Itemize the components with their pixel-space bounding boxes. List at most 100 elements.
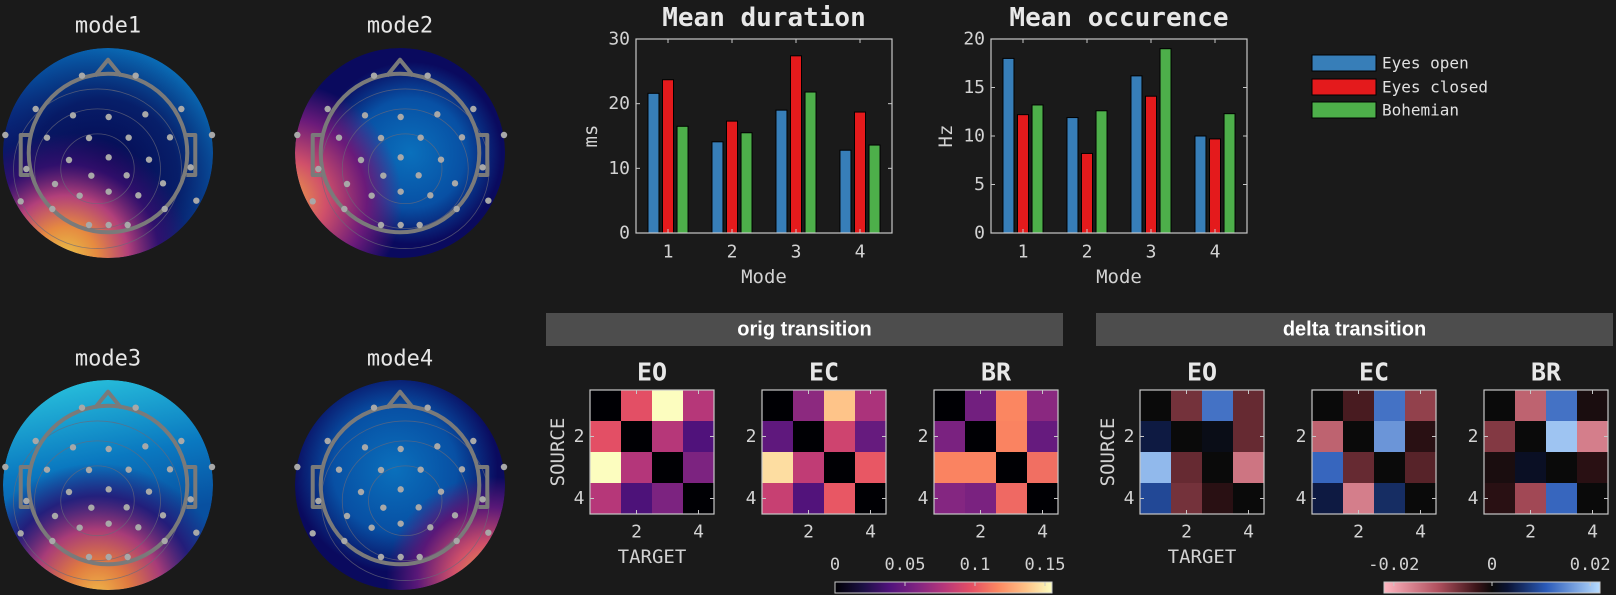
- nose-icon: [385, 57, 415, 77]
- electrode: [485, 529, 492, 536]
- electrode: [88, 504, 95, 511]
- heatmap-cell: [965, 421, 997, 453]
- electrode: [2, 463, 9, 471]
- y-tick-label: 20: [608, 93, 630, 114]
- x-tick-label: 2: [1181, 522, 1192, 543]
- electrode: [397, 486, 404, 493]
- heatmap-orig-ec: EC 2 4 2 4: [746, 358, 887, 543]
- x-tick-label: 4: [1415, 522, 1426, 543]
- y-tick-label: 10: [608, 158, 630, 179]
- heatmap-cell: [1484, 452, 1516, 484]
- bar-chart-2: Mean occurence 0 5 10 15 20 1 2 3 4 Mode Hz: [935, 3, 1248, 288]
- x-axis-label: TARGET: [1168, 546, 1237, 568]
- electrode: [458, 466, 466, 473]
- contour-line: [368, 465, 443, 537]
- heatmap-cell: [1233, 483, 1265, 515]
- x-tick-label: 2: [727, 242, 738, 263]
- heatmap-title: EC: [809, 358, 839, 387]
- electrode: [142, 111, 149, 118]
- electrode: [397, 221, 404, 229]
- bar-bohemian: [1223, 113, 1236, 234]
- axes-box: [1483, 389, 1609, 515]
- electrode: [324, 437, 331, 445]
- electrode: [78, 72, 86, 79]
- electrode: [161, 205, 168, 213]
- electrode: [159, 180, 167, 187]
- colorbar-tick-label: 0: [830, 555, 840, 575]
- electrode: [416, 553, 423, 561]
- heatmap-cell: [996, 390, 1028, 422]
- heatmap-cell: [1171, 421, 1203, 453]
- electrode: [380, 504, 387, 511]
- heatmap-title: EO: [1187, 358, 1217, 387]
- x-tick-label: 4: [855, 242, 866, 263]
- legend-swatch: [1311, 54, 1377, 72]
- nose-icon: [93, 57, 123, 77]
- heatmap-cell: [652, 452, 684, 484]
- electrode: [85, 134, 93, 142]
- x-axis-label: Mode: [741, 266, 787, 288]
- heatmap-cell: [934, 452, 966, 484]
- electrode: [178, 105, 185, 113]
- heatmap-delta-eo: EO 2 4 2 4 TARGET SOURCE: [1097, 358, 1265, 568]
- contour-line: [60, 133, 135, 205]
- bar-bohemian: [804, 91, 817, 234]
- electrode: [187, 164, 194, 171]
- electrode: [65, 488, 73, 496]
- electrode: [125, 134, 132, 141]
- heatmap-cell: [1546, 390, 1578, 422]
- electrode: [397, 188, 404, 195]
- y-tick-label: 5: [974, 174, 985, 195]
- legend-swatch: [1311, 101, 1377, 119]
- x-tick-label: 3: [1146, 242, 1157, 263]
- bar-eyes-open: [1002, 57, 1015, 234]
- topomap-field: [295, 380, 505, 590]
- head-outline: [318, 403, 482, 567]
- y-tick-label: 10: [963, 126, 985, 147]
- heatmap-cell: [1515, 421, 1547, 453]
- heatmap-cell: [1140, 421, 1172, 453]
- electrode: [324, 105, 331, 113]
- heatmap-cell: [1577, 421, 1609, 453]
- y-axis-label: SOURCE: [547, 418, 569, 487]
- topomap-mode1: mode1: [2, 14, 216, 258]
- electrode: [49, 537, 56, 545]
- x-tick-label: 2: [975, 522, 986, 543]
- electrode: [341, 537, 348, 545]
- axes-box: [635, 38, 893, 234]
- electrode: [76, 192, 83, 199]
- electrode: [397, 113, 404, 121]
- heatmap-cell: [1374, 390, 1406, 422]
- electrode: [193, 197, 200, 204]
- heatmap-title: BR: [981, 358, 1012, 387]
- colorbar-tick-label: 0.1: [960, 555, 991, 575]
- heatmap-cell: [1343, 421, 1375, 453]
- electrode: [397, 520, 404, 527]
- chart-title: Mean duration: [662, 3, 866, 33]
- electrode: [357, 488, 365, 496]
- electrode: [49, 205, 56, 213]
- electrode: [208, 463, 216, 471]
- electrode: [105, 553, 112, 561]
- heatmap-delta-ec: EC 2 4 2 4: [1296, 358, 1437, 543]
- bar-eyes-open: [839, 149, 852, 234]
- heatmap-cell: [683, 421, 715, 453]
- heatmap-cell: [824, 452, 856, 484]
- y-axis-label: SOURCE: [1097, 418, 1119, 487]
- bar-eyes-closed: [790, 55, 802, 234]
- heatmap-cell: [1374, 483, 1406, 515]
- x-tick-label: 2: [1525, 522, 1536, 543]
- heatmap-cell: [824, 421, 856, 453]
- bar-eyes-closed: [1081, 152, 1093, 234]
- electrode: [397, 553, 404, 561]
- heatmap-cell: [1546, 452, 1578, 484]
- heatmap-cell: [793, 421, 825, 453]
- heatmap-cell: [621, 483, 653, 515]
- heatmap-cell: [762, 452, 794, 484]
- y-tick-label: 2: [1124, 426, 1135, 447]
- axes-box: [933, 389, 1059, 515]
- electrode: [368, 524, 375, 531]
- contour-line: [13, 88, 182, 249]
- electrode: [43, 134, 51, 141]
- bar-eyes-closed: [662, 79, 674, 234]
